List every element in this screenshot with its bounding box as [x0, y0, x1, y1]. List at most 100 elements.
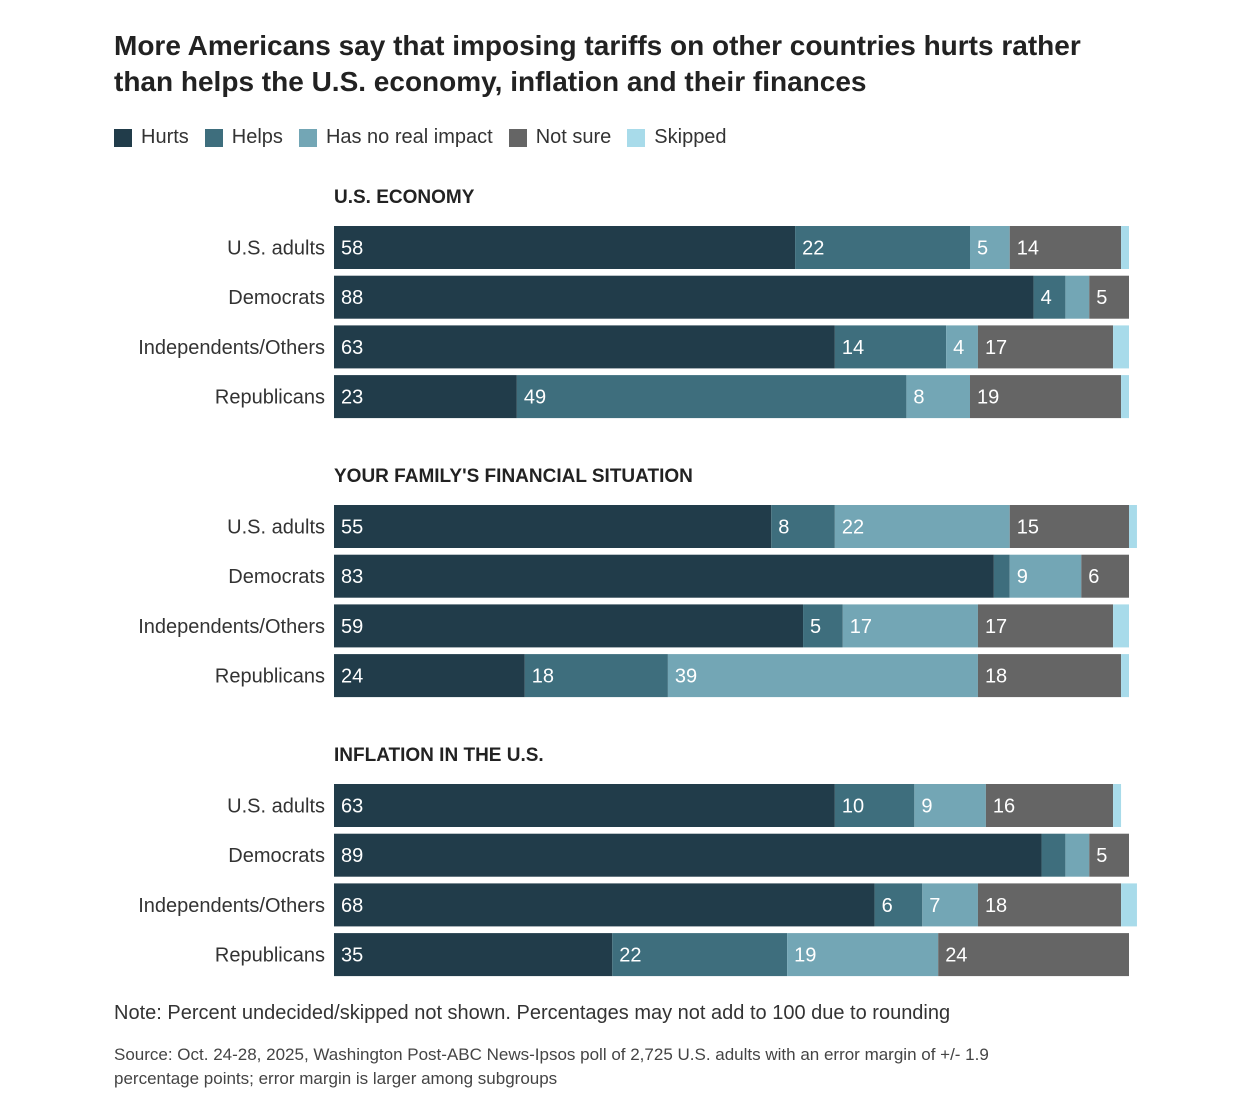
bar-segment — [985, 784, 1114, 827]
data-label: 14 — [842, 337, 864, 359]
data-label: 5 — [810, 616, 821, 638]
row-label: Republicans — [215, 387, 325, 409]
bar-segment — [803, 604, 843, 648]
data-label: 49 — [524, 387, 546, 409]
bar-segment — [906, 375, 970, 419]
bar-segment — [1009, 554, 1082, 598]
row-label: Democrats — [228, 287, 325, 309]
legend-item-helps: Helps — [204, 126, 283, 149]
data-label: 14 — [1017, 238, 1039, 260]
data-label: 5 — [1096, 287, 1107, 309]
row-label: Democrats — [228, 845, 325, 867]
bar-segment — [993, 554, 1010, 598]
bar-segment — [938, 933, 1129, 977]
bar-segment — [977, 883, 1122, 927]
bar-segment — [842, 604, 978, 648]
data-label: 5 — [1096, 845, 1107, 867]
data-label: 68 — [341, 895, 363, 917]
bar-segment — [1121, 375, 1129, 419]
legend-label-no-impact: Has no real impact — [325, 126, 493, 148]
bar-segment — [1089, 275, 1129, 319]
row-label: Independents/Others — [138, 616, 325, 638]
row-label: Independents/Others — [138, 337, 325, 359]
data-label: 24 — [341, 666, 363, 688]
bar-segment — [914, 784, 986, 827]
legend-swatch-helps — [204, 128, 223, 147]
data-label: 22 — [842, 517, 864, 539]
bar-segment — [334, 604, 804, 648]
data-label: 24 — [945, 945, 967, 967]
bar-segment — [524, 654, 668, 698]
legend-swatch-hurts — [114, 128, 132, 147]
bar-segment — [977, 654, 1122, 698]
bar-segment — [834, 325, 947, 369]
bar-segment — [795, 226, 970, 269]
data-label: 17 — [985, 337, 1007, 359]
data-label: 35 — [341, 945, 363, 967]
bar-segment — [922, 883, 978, 927]
bar-segment — [334, 375, 517, 419]
data-label: 9 — [1017, 566, 1028, 588]
data-label: 6 — [1088, 566, 1099, 588]
legend-label-skipped: Skipped — [654, 126, 727, 148]
bar-segment — [1121, 654, 1129, 698]
data-label: 22 — [802, 238, 824, 260]
legend-item-not-sure: Not sure — [508, 126, 612, 149]
bar-segment — [787, 933, 939, 977]
row-label: Independents/Others — [138, 895, 325, 917]
bar-segment — [1009, 226, 1122, 269]
bar-segment — [1033, 275, 1066, 319]
legend-swatch-not-sure — [508, 128, 527, 147]
chart-title: More Americans say that imposing tariffs… — [114, 30, 1081, 97]
data-label: 23 — [341, 387, 363, 409]
bar-segment — [834, 784, 915, 827]
data-label: 18 — [985, 666, 1007, 688]
panel-title: YOUR FAMILY'S FINANCIAL SITUATION — [334, 466, 693, 487]
data-label: 6 — [882, 895, 893, 917]
data-label: 88 — [341, 287, 363, 309]
legend-item-no-impact: Has no real impact — [298, 126, 493, 149]
bar-segment — [970, 226, 1010, 269]
chart-note: Note: Percent undecided/skipped not show… — [114, 1002, 951, 1024]
legend-label-not-sure: Not sure — [535, 126, 612, 148]
data-label: 17 — [850, 616, 872, 638]
data-label: 17 — [985, 616, 1007, 638]
data-label: 8 — [913, 387, 924, 409]
data-label: 89 — [341, 845, 363, 867]
row-label: U.S. adults — [227, 517, 325, 539]
data-label: 8 — [778, 517, 789, 539]
legend-item-skipped: Skipped — [627, 126, 727, 149]
bar-segment — [612, 933, 788, 977]
bar-segment — [1089, 833, 1129, 877]
legend-label-hurts: Hurts — [141, 126, 189, 148]
bar-segment — [334, 226, 796, 269]
data-label: 18 — [532, 666, 554, 688]
bar-segment — [834, 505, 1010, 548]
data-label: 7 — [929, 895, 940, 917]
bar-segment — [1065, 833, 1090, 877]
bar-segment — [334, 933, 613, 977]
legend-swatch-no-impact — [298, 128, 317, 147]
legend-swatch-skipped — [627, 128, 646, 147]
bar-segment — [334, 883, 875, 927]
row-label: Democrats — [228, 566, 325, 588]
bar-segment — [771, 505, 835, 548]
data-label: 4 — [1041, 287, 1052, 309]
data-label: 9 — [921, 796, 932, 818]
legend-item-hurts: Hurts — [114, 126, 189, 149]
data-label: 19 — [977, 387, 999, 409]
bar-segment — [977, 604, 1114, 648]
data-label: 63 — [341, 796, 363, 818]
data-label: 18 — [985, 895, 1007, 917]
panel-title: U.S. ECONOMY — [334, 187, 475, 208]
bar-segment — [1129, 505, 1137, 548]
bar-segment — [1081, 554, 1129, 598]
bar-segment — [667, 654, 978, 698]
bar-segment — [1041, 833, 1066, 877]
bar-segment — [977, 325, 1114, 369]
bar-segment — [334, 325, 835, 369]
bar-segment — [1113, 604, 1129, 648]
row-label: Republicans — [215, 666, 325, 688]
data-label: 16 — [993, 796, 1015, 818]
data-label: 5 — [977, 238, 988, 260]
